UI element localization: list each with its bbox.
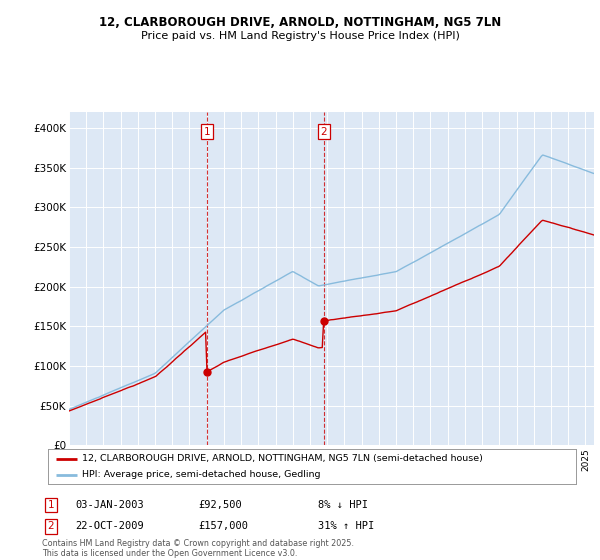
Text: Price paid vs. HM Land Registry's House Price Index (HPI): Price paid vs. HM Land Registry's House … (140, 31, 460, 41)
Text: 1: 1 (203, 127, 210, 137)
Text: HPI: Average price, semi-detached house, Gedling: HPI: Average price, semi-detached house,… (82, 470, 321, 479)
Text: 1: 1 (47, 500, 55, 510)
Text: 12, CLARBOROUGH DRIVE, ARNOLD, NOTTINGHAM, NG5 7LN (semi-detached house): 12, CLARBOROUGH DRIVE, ARNOLD, NOTTINGHA… (82, 454, 483, 463)
Text: Contains HM Land Registry data © Crown copyright and database right 2025.
This d: Contains HM Land Registry data © Crown c… (42, 539, 354, 558)
Text: 8% ↓ HPI: 8% ↓ HPI (318, 500, 368, 510)
Text: 12, CLARBOROUGH DRIVE, ARNOLD, NOTTINGHAM, NG5 7LN: 12, CLARBOROUGH DRIVE, ARNOLD, NOTTINGHA… (99, 16, 501, 29)
Text: 22-OCT-2009: 22-OCT-2009 (75, 521, 144, 531)
Text: 2: 2 (320, 127, 327, 137)
Text: £157,000: £157,000 (198, 521, 248, 531)
Text: 03-JAN-2003: 03-JAN-2003 (75, 500, 144, 510)
Text: 2: 2 (47, 521, 55, 531)
Text: 31% ↑ HPI: 31% ↑ HPI (318, 521, 374, 531)
Text: £92,500: £92,500 (198, 500, 242, 510)
